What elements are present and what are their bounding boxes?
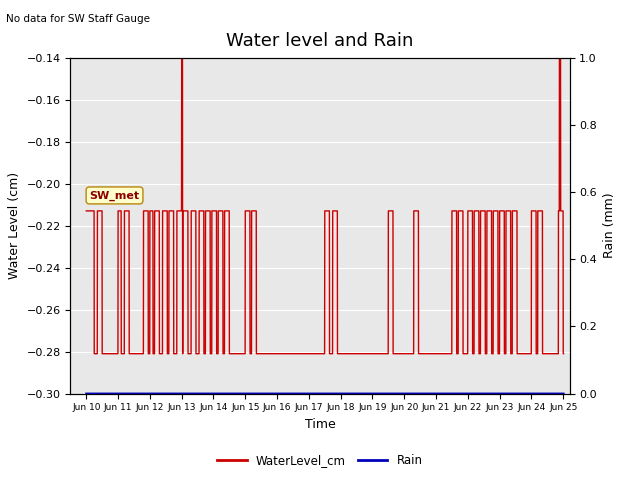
X-axis label: Time: Time xyxy=(305,418,335,431)
Legend: WaterLevel_cm, Rain: WaterLevel_cm, Rain xyxy=(212,449,428,472)
Y-axis label: Water Level (cm): Water Level (cm) xyxy=(8,172,21,279)
Text: SW_met: SW_met xyxy=(90,190,140,201)
Y-axis label: Rain (mm): Rain (mm) xyxy=(603,193,616,258)
Text: No data for SW Staff Gauge: No data for SW Staff Gauge xyxy=(6,14,150,24)
Title: Water level and Rain: Water level and Rain xyxy=(227,33,413,50)
